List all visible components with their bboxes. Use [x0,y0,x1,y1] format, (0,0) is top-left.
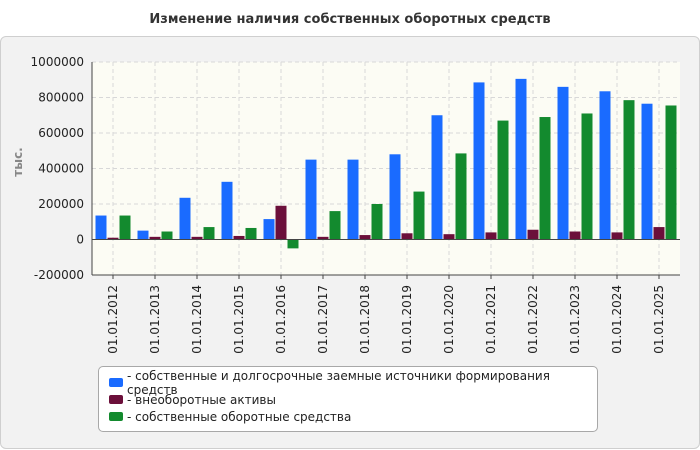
bar-fixed-assets [359,235,371,240]
bar-working-capital [203,227,215,240]
bar-fixed-assets [569,231,581,240]
y-tick-label: -200000 [34,268,84,282]
bar-working-capital [371,204,383,240]
axes [91,62,680,279]
x-tick-label: 01.01.2025 [652,285,666,354]
bar-fixed-assets [527,229,539,240]
x-tick-label: 01.01.2013 [148,285,162,354]
bar-sources [431,115,443,240]
bar-sources [305,159,317,240]
bar-fixed-assets [401,233,413,240]
x-tick-label: 01.01.2018 [358,285,372,354]
bar-fixed-assets [443,234,455,240]
bar-working-capital [119,215,131,240]
bars [95,78,677,249]
bar-working-capital [245,227,257,240]
legend-label-fixed-assets: - внеоборотные активы [127,392,276,407]
legend-swatch-fixed-assets [109,395,123,404]
legend-label-working-capital: - собственные оборотные средства [127,409,352,424]
bar-fixed-assets [275,205,287,240]
bar-sources [221,181,233,240]
x-tick-label: 01.01.2024 [610,285,624,354]
y-tick-labels: -200000 0 200000 400000 600000 800000 1000000 [31,55,84,282]
y-tick-label: 0 [76,233,84,247]
legend-swatch-working-capital [109,412,123,421]
x-tick-label: 01.01.2022 [526,285,540,354]
bar-working-capital [455,153,467,240]
x-tick-label: 01.01.2015 [232,285,246,354]
bar-fixed-assets [191,236,203,240]
x-tick-label: 01.01.2016 [274,285,288,354]
bar-working-capital [497,120,509,240]
legend-item-fixed-assets: - внеоборотные активы [109,391,587,408]
x-tick-label: 01.01.2020 [442,285,456,354]
bar-working-capital [623,100,635,240]
legend: - собственные и долгосрочные заемные ист… [98,366,598,432]
bar-sources [641,103,653,240]
bar-fixed-assets [233,235,245,240]
y-tick-label: 800000 [38,91,84,105]
y-tick-label: 400000 [38,162,84,176]
bar-fixed-assets [611,232,623,240]
x-tick-label: 01.01.2017 [316,285,330,354]
bar-working-capital [665,105,677,240]
legend-item-sources: - собственные и долгосрочные заемные ист… [109,369,587,397]
legend-item-working-capital: - собственные оборотные средства [109,408,587,425]
x-tick-label: 01.01.2014 [190,285,204,354]
bar-fixed-assets [485,232,497,240]
bar-sources [599,91,611,240]
bar-sources [473,82,485,240]
x-tick-labels: 01.01.2012 01.01.2013 01.01.2014 01.01.2015… [106,285,666,354]
x-tick-label: 01.01.2019 [400,285,414,354]
bar-sources [95,215,107,240]
x-tick-label: 01.01.2023 [568,285,582,354]
chart-title: Изменение наличия собственных оборотных … [149,12,551,27]
bar-working-capital [329,211,341,240]
bar-working-capital [539,117,551,240]
y-tick-label: 1000000 [31,55,84,69]
bar-sources [263,219,275,240]
y-tick-label: 200000 [38,197,84,211]
bar-sources [515,78,527,240]
bar-working-capital [413,191,425,240]
bar-working-capital [161,231,173,240]
bar-fixed-assets [149,236,161,240]
bar-sources [137,230,149,240]
y-tick-label: 600000 [38,126,84,140]
bar-sources [557,86,569,240]
x-tick-label: 01.01.2012 [106,285,120,354]
bar-working-capital [581,113,593,240]
bar-fixed-assets [653,227,665,240]
bar-sources [389,154,401,240]
legend-label-sources: - собственные и долгосрочные заемные ист… [127,368,550,397]
bar-fixed-assets [107,237,119,240]
bar-working-capital [287,239,299,249]
bar-fixed-assets [317,236,329,240]
x-tick-label: 01.01.2021 [484,285,498,354]
y-axis-label: тыс. [11,147,25,176]
bar-sources [179,197,191,240]
legend-swatch-sources [109,378,123,387]
bar-sources [347,159,359,240]
